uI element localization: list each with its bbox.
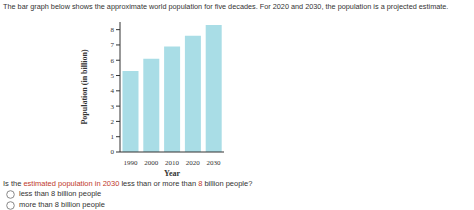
svg-text:2000: 2000 [144, 159, 159, 167]
svg-text:6: 6 [111, 57, 115, 65]
html-text:more than 8 billion people: more than 8 billion people [19, 200, 105, 209]
svg-text:5: 5 [111, 72, 115, 80]
html-text:less than 8 billion people: less than 8 billion people [19, 189, 102, 198]
svg-text:7: 7 [111, 41, 115, 49]
svg-text:2020: 2020 [186, 159, 201, 167]
svg-text:1: 1 [111, 133, 115, 141]
svg-text:3: 3 [111, 103, 115, 111]
svg-text:Population (in billion): Population (in billion) [80, 49, 89, 124]
svg-text:2010: 2010 [165, 159, 180, 167]
svg-text:Year: Year [164, 169, 180, 178]
svg-text:1990: 1990 [123, 159, 137, 167]
svg-text:4: 4 [111, 87, 115, 95]
html-text:The bar graph below shows the: The bar graph below shows the approximat… [3, 2, 449, 11]
svg-text:8: 8 [111, 26, 115, 34]
svg-text:2030: 2030 [207, 159, 222, 167]
html-text:Is the estimated population in: Is the estimated population in 2030 less… [3, 179, 253, 188]
svg-text:2: 2 [111, 118, 115, 126]
svg-text:0: 0 [111, 148, 115, 156]
